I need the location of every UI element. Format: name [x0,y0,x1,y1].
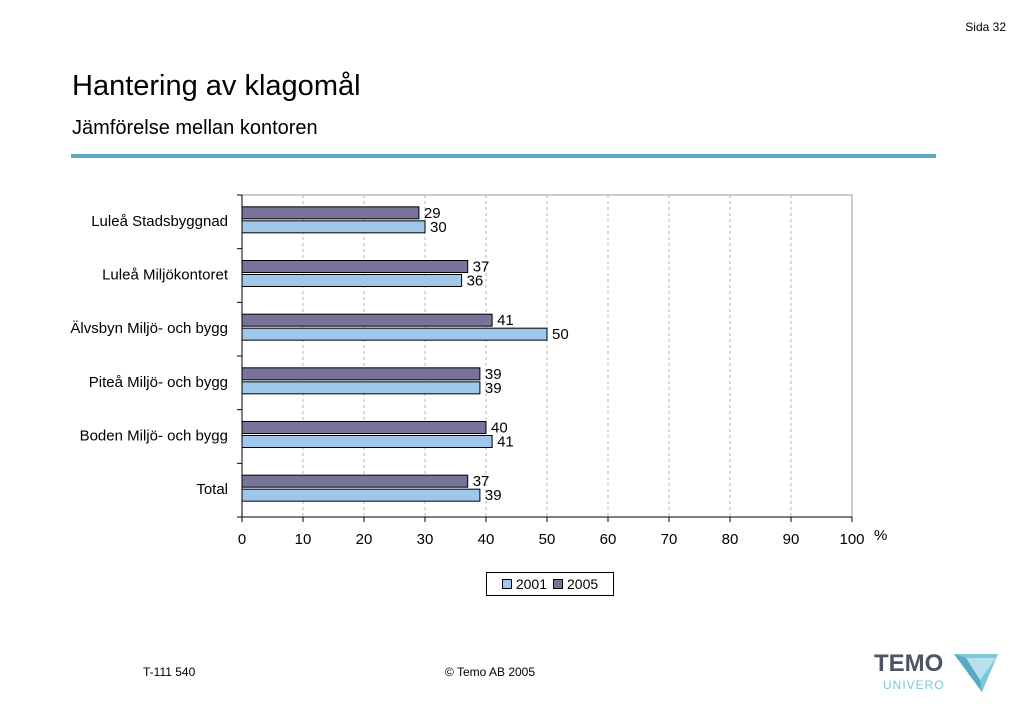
logo-wordmark: TEMO [874,650,944,677]
bar-2005 [241,367,481,381]
data-label-2001: 50 [552,326,569,343]
bar-2001 [241,488,481,502]
bar-2001 [241,220,426,234]
x-unit-label: % [874,527,887,544]
temo-triangle-icon [954,654,998,692]
chart-legend: 2001 2005 [486,572,614,596]
bar-2005 [241,206,420,220]
x-tick-label: 30 [417,531,434,548]
category-label: Älvsbyn Miljö- och bygg [70,320,228,337]
x-tick-label: 40 [478,531,495,548]
bar-2001 [241,381,481,395]
footer-copyright: © Temo AB 2005 [445,665,536,679]
data-label-2001: 36 [467,273,484,290]
bar-2001 [241,435,493,448]
data-label-2001: 39 [485,380,502,397]
x-tick-label: 70 [661,531,678,548]
x-tick-label: 50 [539,531,556,548]
x-tick-label: 60 [600,531,617,548]
legend-label-2001: 2001 [515,576,547,592]
legend-item-2005: 2005 [553,576,598,592]
x-tick-label: 20 [356,531,373,548]
logo-subtext: UNIVERO [883,678,945,692]
bar-2005 [241,313,493,327]
legend-swatch-2005 [553,579,563,589]
data-label-2005: 40 [491,420,508,437]
category-label: Luleå Stadsbyggnad [91,213,228,230]
slide-title: Hantering av klagomål [72,70,361,102]
page-number: Sida 32 [965,20,1006,34]
category-label: Luleå Miljökontoret [102,267,229,284]
bar-2005 [241,421,487,434]
category-label: Boden Miljö- och bygg [80,428,228,445]
x-tick-label: 0 [238,531,246,548]
category-label: Total [196,481,228,498]
category-label: Piteå Miljö- och bygg [89,374,228,391]
footer-code: T-111 540 [143,665,196,679]
bar-2001 [241,327,548,341]
slide-subtitle: Jämförelse mellan kontoren [72,117,318,139]
legend-swatch-2001 [501,579,512,589]
data-label-2005: 41 [497,312,514,329]
legend-label-2005: 2005 [567,576,599,592]
data-label-2001: 41 [497,434,514,451]
bar-2001 [241,274,463,287]
x-tick-label: 10 [295,531,312,548]
temo-logo: TEMO UNIVERO [872,650,1002,696]
data-label-2001: 39 [485,487,502,504]
data-label-2005: 37 [473,259,490,276]
x-tick-label: 90 [783,531,800,548]
legend-item-2001: 2001 [501,576,547,592]
x-tick-label: 80 [722,531,739,548]
data-label-2005: 39 [485,366,502,383]
data-label-2001: 30 [430,219,447,236]
data-label-2005: 37 [473,473,490,490]
title-divider [71,154,936,158]
bar-2005 [241,260,469,273]
x-tick-label: 100 [839,531,864,548]
bar-2005 [241,474,469,488]
data-label-2005: 29 [424,205,441,222]
